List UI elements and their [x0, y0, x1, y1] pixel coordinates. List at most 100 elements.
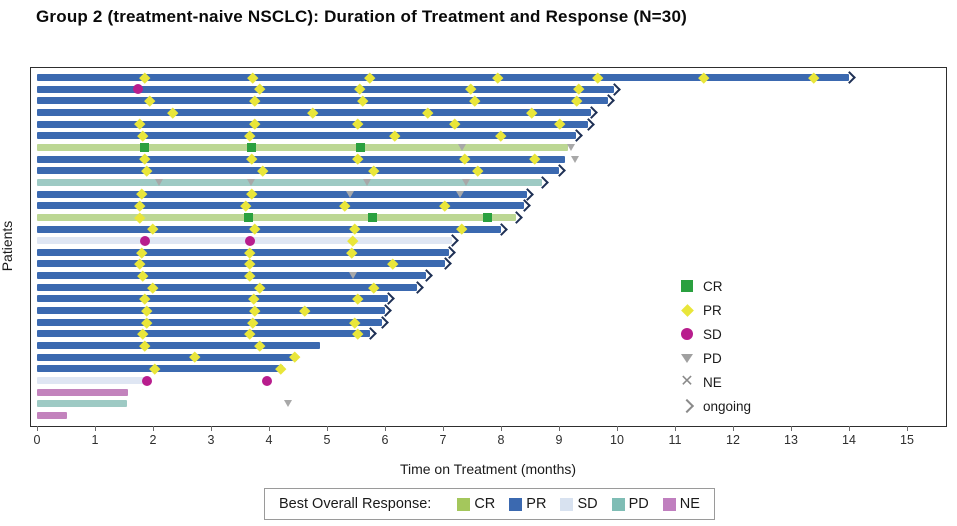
response-marker-pd-triangle: [458, 143, 467, 151]
patient-bar: [37, 272, 426, 280]
ne-color-swatch: [662, 497, 676, 511]
x-axis-tick-label: 6: [381, 433, 389, 447]
patient-bar: [37, 237, 452, 245]
chart-title: Group 2 (treatment-naive NSCLC): Duratio…: [36, 7, 687, 26]
sd-circle-icon: [681, 328, 693, 340]
marker-legend-glyph: [678, 280, 696, 292]
patient-bar: [37, 190, 528, 198]
patient-bar: [37, 295, 388, 303]
x-axis-tick-label: 8: [497, 433, 505, 447]
marker-legend-label: PR: [703, 302, 722, 318]
x-axis-tick: [500, 426, 502, 431]
response-marker-pd-triangle: [461, 178, 470, 186]
patient-bar: [37, 120, 588, 128]
x-axis-tick-label: 3: [207, 433, 215, 447]
pd-color-swatch: [611, 497, 625, 511]
best-overall-response-legend: Best Overall Response: CR PR SD PD NE: [264, 488, 715, 520]
ongoing-arrow-icon: [509, 210, 523, 224]
patient-bar: [37, 388, 129, 396]
response-marker-pd-triangle: [345, 190, 354, 198]
marker-legend-item-sd: SD: [678, 322, 751, 346]
ongoing-arrow-icon: [585, 106, 598, 119]
response-legend-label: Best Overall Response:: [279, 496, 432, 512]
patient-bar: [37, 377, 148, 385]
response-marker-sd-circle: [139, 235, 150, 246]
x-axis-tick-label: 2: [149, 433, 157, 447]
marker-legend: CR PR SD PD ✕ NE ongoing: [678, 274, 751, 418]
response-marker-pd-triangle: [363, 178, 372, 186]
response-marker-sd-circle: [132, 84, 143, 95]
patient-bar: [37, 155, 565, 163]
response-marker-pr-diamond: [289, 351, 301, 363]
pd-triangle-icon: [681, 353, 693, 363]
x-axis-title: Time on Treatment (months): [399, 461, 577, 477]
response-marker-sd-circle: [244, 235, 255, 246]
ongoing-arrow-icon: [608, 82, 621, 96]
pr-color-swatch: [509, 497, 523, 511]
patient-bar: [37, 400, 127, 408]
response-marker-cr-square: [243, 212, 253, 222]
response-legend-item-pr: PR: [509, 496, 546, 512]
patient-bar: [37, 260, 445, 268]
x-axis-tick-label: 12: [726, 433, 740, 447]
x-axis-tick: [790, 426, 792, 431]
x-axis-tick: [268, 426, 270, 431]
response-marker-sd-circle: [261, 375, 272, 386]
marker-legend-glyph: [678, 303, 696, 317]
patient-bar: [37, 307, 385, 315]
patient-bar: [37, 365, 283, 373]
response-marker-cr-square: [140, 142, 150, 152]
marker-legend-item-ongoing: ongoing: [678, 394, 751, 418]
marker-legend-item-pd: PD: [678, 346, 751, 370]
x-axis-tick-label: 13: [784, 433, 798, 447]
patient-bar: [37, 353, 297, 361]
response-marker-pd-triangle: [348, 272, 357, 280]
patient-bar: [37, 225, 501, 233]
patient-bar: [37, 411, 68, 419]
response-marker-pd-triangle: [247, 178, 256, 186]
x-axis-tick: [848, 426, 850, 431]
ongoing-arrow-icon: [602, 94, 616, 108]
response-legend-item-sd: SD: [560, 496, 598, 512]
patient-bar: [37, 74, 849, 81]
marker-legend-item-ne: ✕ NE: [678, 370, 751, 394]
marker-legend-label: SD: [703, 326, 722, 342]
patient-bar: [37, 283, 417, 291]
marker-legend-label: PD: [703, 350, 722, 366]
response-legend-item-label: NE: [679, 496, 700, 512]
response-marker-pd-triangle: [283, 400, 292, 408]
patient-bar: [37, 178, 542, 186]
x-axis-tick-label: 11: [668, 433, 682, 447]
patient-bar: [37, 132, 577, 140]
marker-legend-item-cr: CR: [678, 274, 751, 298]
response-legend-item-label: CR: [474, 496, 496, 512]
cr-square-icon: [681, 280, 693, 292]
patient-bar: [37, 213, 516, 221]
x-axis-tick: [326, 426, 328, 431]
response-legend-item-label: SD: [577, 496, 598, 512]
response-marker-pd-triangle: [455, 190, 464, 198]
x-axis-tick: [558, 426, 560, 431]
marker-legend-label: ongoing: [703, 398, 752, 414]
response-marker-cr-square: [355, 142, 365, 152]
x-axis-tick-label: 14: [842, 433, 856, 447]
plot-area: CR PR SD PD ✕ NE ongoing: [30, 67, 947, 427]
response-marker-cr-square: [482, 212, 492, 222]
patient-bar: [37, 97, 609, 105]
x-axis-tick: [36, 426, 38, 431]
response-marker-cr-square: [367, 212, 377, 222]
x-axis-tick-label: 10: [610, 433, 624, 447]
x-axis-tick: [210, 426, 212, 431]
marker-legend-glyph: [678, 398, 696, 414]
ongoing-arrow-icon: [570, 129, 584, 143]
response-marker-sd-circle: [142, 375, 153, 386]
response-marker-cr-square: [247, 142, 257, 152]
x-axis-tick-label: 0: [33, 433, 41, 447]
response-legend-item-label: PD: [628, 496, 649, 512]
cr-color-swatch: [457, 497, 471, 511]
marker-legend-label: CR: [703, 278, 723, 294]
patient-bar: [37, 342, 321, 350]
response-marker-pd-triangle: [570, 155, 579, 163]
x-axis-tick: [674, 426, 676, 431]
x-axis-tick: [384, 426, 386, 431]
